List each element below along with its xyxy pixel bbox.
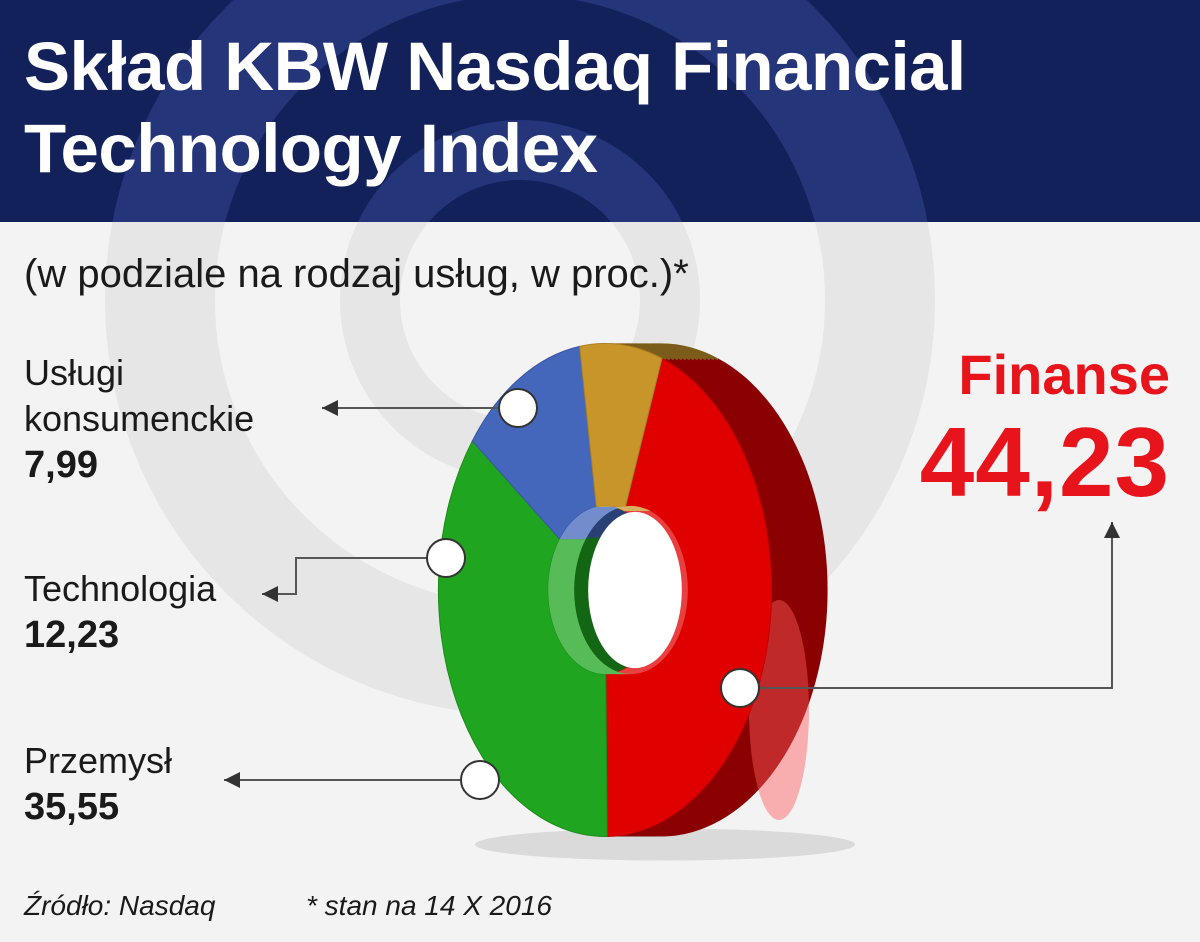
leader-line-0: [740, 522, 1113, 689]
slice-label-finanse: Finanse: [958, 343, 1170, 406]
marker-dot-0: [720, 668, 760, 708]
marker-dot-3: [498, 388, 538, 428]
slice-label-technologia: Technologia: [24, 568, 217, 609]
leader-arrow-0: [1104, 522, 1120, 538]
label-uslugi-konsumenckie: Usługi konsumenckie 7,99: [24, 350, 324, 488]
slice-inner-wall-1: [548, 539, 632, 675]
source-note: Źródło: Nasdaq: [24, 890, 216, 921]
slice-label-uslugi: Usługi konsumenckie: [24, 352, 255, 439]
slice-value-technologia: 12,23: [24, 614, 120, 656]
date-footnote: * stan na 14 X 2016: [306, 890, 552, 921]
label-finanse: Finanse 44,23: [880, 342, 1170, 516]
slice-value-finanse: 44,23: [919, 407, 1170, 517]
chart-shadow: [475, 828, 855, 861]
slice-label-przemysl: Przemysł: [24, 740, 173, 781]
leader-arrow-2: [262, 586, 278, 602]
chart-title: Skład KBW Nasdaq Financial Technology In…: [24, 28, 966, 187]
leader-arrow-1: [224, 772, 240, 788]
slice-inner-wall-2: [559, 506, 623, 540]
marker-dot-1: [460, 760, 500, 800]
header-banner: Skład KBW Nasdaq Financial Technology In…: [0, 0, 1200, 222]
leader-arrow-3: [322, 400, 338, 416]
slice-inner-wall-3: [596, 505, 651, 511]
label-przemysl: Przemysł 35,55: [24, 738, 284, 830]
slice-value-uslugi: 7,99: [24, 444, 98, 486]
header-decoration: [112, 0, 928, 222]
chart-subtitle: (w podziale na rodzaj usług, w proc.)*: [24, 252, 689, 296]
label-technologia: Technologia 12,23: [24, 566, 284, 658]
marker-dot-2: [426, 538, 466, 578]
donut-hole: [588, 511, 682, 669]
slice-value-przemysl: 35,55: [24, 786, 120, 828]
leader-line-2: [262, 557, 446, 595]
